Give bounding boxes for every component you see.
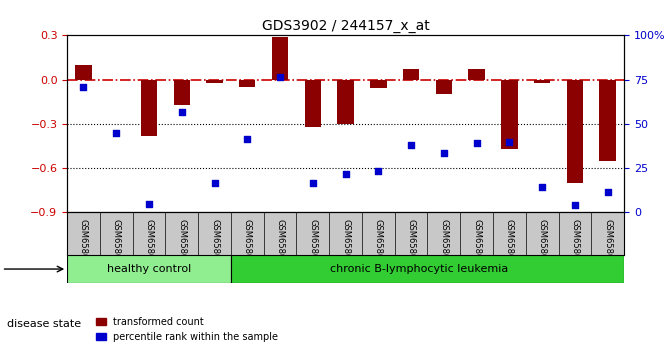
Bar (207, 80, 223, 82)
Text: GSM658025: GSM658025 (570, 219, 579, 269)
Bar (435, 80, 452, 95)
Point (274, 74, 285, 80)
Text: GSM658023: GSM658023 (505, 219, 514, 270)
Point (406, 142, 417, 147)
Point (504, 139, 515, 144)
Text: GSM658013: GSM658013 (177, 219, 187, 270)
Point (78, 84, 89, 90)
Bar (567, 80, 583, 183)
Point (438, 150, 449, 156)
Text: healthy control: healthy control (107, 264, 191, 274)
Bar (403, 69, 419, 80)
Point (111, 130, 121, 136)
Bar (141, 80, 157, 136)
Bar (599, 80, 616, 161)
Text: GSM658024: GSM658024 (537, 219, 547, 269)
Point (570, 202, 580, 208)
Bar (338, 80, 354, 124)
Bar (534, 80, 550, 82)
Point (307, 180, 318, 186)
Text: GSM658021: GSM658021 (440, 219, 448, 269)
Text: GSM658018: GSM658018 (341, 219, 350, 270)
Bar (75, 65, 92, 80)
Bar (468, 69, 485, 80)
Point (242, 136, 253, 142)
Text: GSM658022: GSM658022 (472, 219, 481, 269)
Text: GSM658017: GSM658017 (308, 219, 317, 270)
Bar (272, 37, 289, 80)
Text: GSM658026: GSM658026 (603, 219, 612, 270)
Legend: transformed count, percentile rank within the sample: transformed count, percentile rank withi… (92, 313, 282, 346)
Text: GSM658010: GSM658010 (79, 219, 88, 269)
Text: GSM658016: GSM658016 (276, 219, 285, 270)
Point (144, 201, 154, 206)
Point (537, 184, 548, 190)
Text: GSM658015: GSM658015 (243, 219, 252, 269)
Bar (239, 80, 256, 87)
Text: disease state: disease state (7, 319, 81, 329)
Bar (501, 80, 517, 149)
Text: GSM658020: GSM658020 (407, 219, 415, 269)
Point (340, 171, 351, 177)
Text: GSM658012: GSM658012 (144, 219, 154, 269)
Bar (305, 80, 321, 127)
Title: GDS3902 / 244157_x_at: GDS3902 / 244157_x_at (262, 19, 429, 33)
Point (176, 109, 187, 115)
Text: GSM658014: GSM658014 (210, 219, 219, 269)
FancyBboxPatch shape (67, 255, 231, 283)
Bar (370, 80, 386, 88)
Text: chronic B-lymphocytic leukemia: chronic B-lymphocytic leukemia (330, 264, 509, 274)
Point (603, 189, 613, 195)
Point (471, 140, 482, 146)
Text: GSM658019: GSM658019 (374, 219, 383, 269)
FancyBboxPatch shape (231, 255, 624, 283)
Bar (174, 80, 190, 105)
Point (373, 168, 384, 174)
Point (209, 180, 220, 186)
Text: GSM658011: GSM658011 (112, 219, 121, 269)
